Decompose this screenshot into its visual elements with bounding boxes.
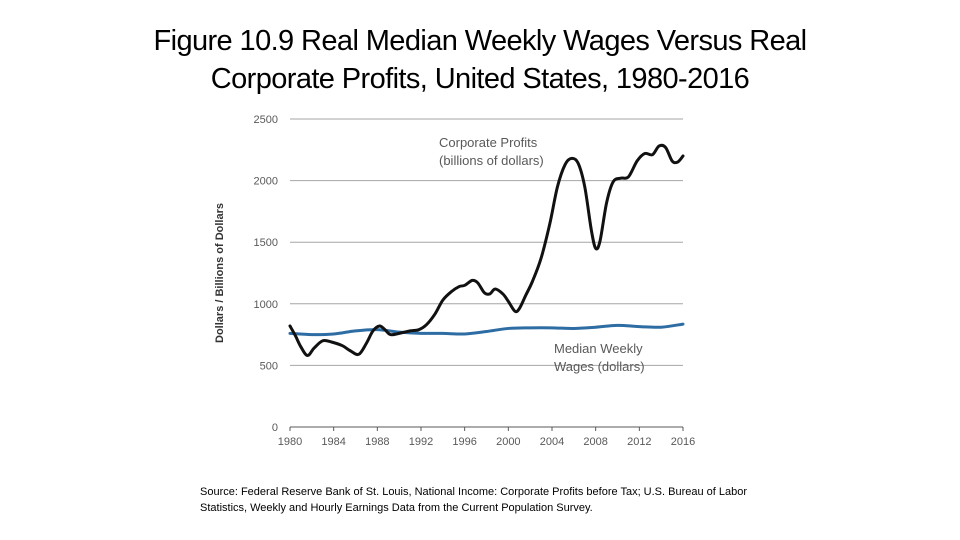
corporate-profits-line — [288, 143, 685, 358]
figure-title: Figure 10.9 Real Median Weekly Wages Ver… — [60, 22, 900, 98]
source-line-1: Source: Federal Reserve Bank of St. Loui… — [200, 486, 748, 498]
x-tick-label-2000: 2000 — [496, 436, 520, 448]
y-tick-label-2500: 2500 — [254, 114, 278, 126]
gridlines — [290, 118, 683, 366]
y-tick-label-2000: 2000 — [254, 176, 278, 188]
x-tick-label-1992: 1992 — [409, 436, 433, 448]
y-tick-label-0: 0 — [272, 422, 278, 434]
y-axis-title: Dollars / Billions of Dollars — [214, 203, 226, 343]
source-note: Source: Federal Reserve Bank of St. Loui… — [200, 484, 840, 516]
annotation-corporate-profits-line-1: Corporate Profits — [439, 135, 538, 150]
x-tick-label-1996: 1996 — [452, 436, 476, 448]
figure-title-line-1: Figure 10.9 Real Median Weekly Wages Ver… — [153, 25, 807, 57]
figure-title-line-2: Corporate Profits, United States, 1980-2… — [210, 63, 750, 95]
axes — [289, 426, 684, 431]
annotation-corporate-profits-line-2: (billions of dollars) — [439, 153, 544, 168]
source-line-2: Statistics, Weekly and Hourly Earnings D… — [200, 502, 593, 514]
x-tick-label-1980: 1980 — [278, 436, 302, 448]
series — [288, 143, 685, 358]
annotation-median-weekly-wages-line-2: Wages (dollars) — [554, 359, 645, 374]
median-weekly-wages-line — [288, 322, 685, 337]
y-tick-label-1500: 1500 — [254, 237, 278, 249]
labels: 0 500 1000 1500 2000 2500 1980 1984 1988 1992 1996… — [214, 114, 695, 448]
x-tick-label-1988: 1988 — [365, 436, 389, 448]
x-tick-label-1984: 1984 — [321, 436, 345, 448]
x-tick-label-2016: 2016 — [671, 436, 695, 448]
x-tick-label-2004: 2004 — [540, 436, 564, 448]
x-tick-label-2012: 2012 — [627, 436, 651, 448]
annotation-median-weekly-wages-line-1: Median Weekly — [554, 341, 643, 356]
x-tick-label-2008: 2008 — [583, 436, 607, 448]
y-tick-label-500: 500 — [260, 360, 278, 372]
y-tick-label-1000: 1000 — [254, 299, 278, 311]
wages-vs-profits-line-chart: 0 500 1000 1500 2000 2500 1980 1984 1988 1992 1996… — [214, 114, 695, 448]
